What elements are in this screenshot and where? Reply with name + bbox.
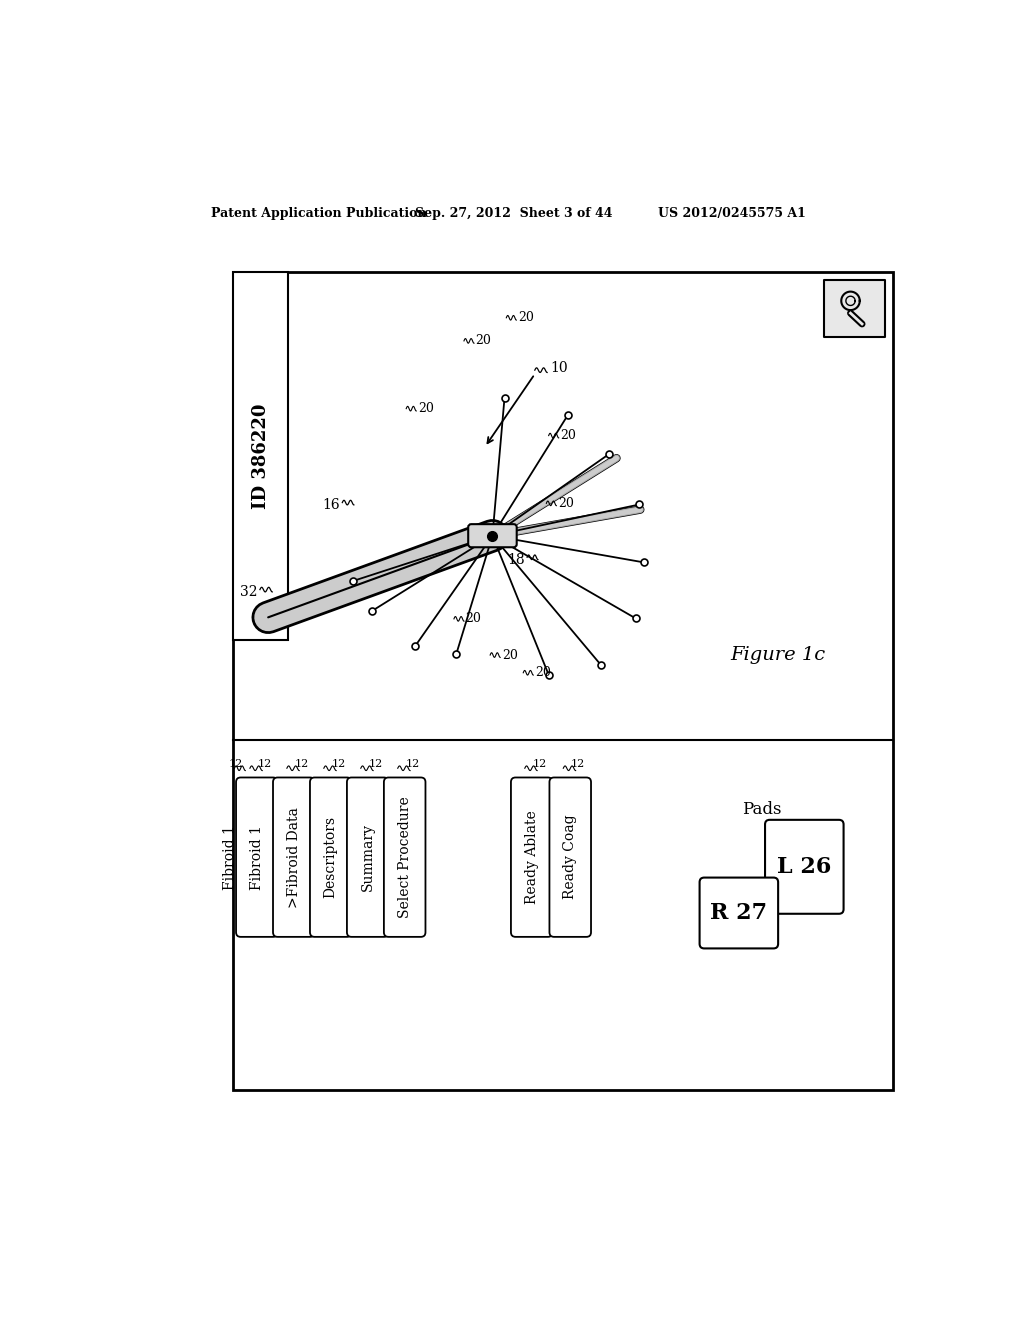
FancyBboxPatch shape [765, 820, 844, 913]
Text: 12: 12 [332, 759, 345, 770]
Text: 12: 12 [570, 759, 585, 770]
Text: Summary: Summary [360, 824, 375, 891]
FancyBboxPatch shape [384, 777, 425, 937]
Text: L 26: L 26 [777, 855, 831, 878]
Text: 20: 20 [475, 334, 492, 347]
Text: Ready Ablate: Ready Ablate [524, 810, 539, 904]
Text: 20: 20 [466, 612, 481, 626]
Text: Select Procedure: Select Procedure [397, 796, 412, 917]
FancyBboxPatch shape [273, 777, 314, 937]
FancyBboxPatch shape [699, 878, 778, 949]
FancyBboxPatch shape [347, 777, 388, 937]
Text: Ready Coag: Ready Coag [563, 814, 578, 899]
Text: ID 386220: ID 386220 [252, 403, 269, 508]
Polygon shape [846, 296, 855, 305]
Text: 20: 20 [502, 648, 517, 661]
Text: 20: 20 [558, 496, 573, 510]
Text: Figure 1c: Figure 1c [730, 645, 825, 664]
Text: Fibroid 1: Fibroid 1 [223, 825, 237, 890]
Text: 12: 12 [229, 759, 243, 770]
Bar [823, 280, 885, 337]
Text: R 27: R 27 [711, 902, 767, 924]
Text: US 2012/0245575 A1: US 2012/0245575 A1 [658, 207, 806, 220]
Text: Descriptors: Descriptors [324, 816, 338, 898]
Text: 20: 20 [518, 312, 534, 325]
Text: >Fibroid Data: >Fibroid Data [287, 807, 301, 908]
Text: 16: 16 [323, 498, 340, 512]
FancyBboxPatch shape [468, 524, 517, 548]
Text: 12: 12 [369, 759, 383, 770]
Bar [233, 272, 289, 640]
Text: Sep. 27, 2012  Sheet 3 of 44: Sep. 27, 2012 Sheet 3 of 44 [416, 207, 613, 220]
Text: 20: 20 [535, 667, 551, 680]
Text: 18: 18 [507, 553, 524, 566]
Text: 20: 20 [560, 429, 577, 442]
Text: 32: 32 [240, 585, 258, 599]
Text: Patent Application Publication: Patent Application Publication [211, 207, 427, 220]
Text: 12: 12 [294, 759, 308, 770]
FancyBboxPatch shape [237, 777, 278, 937]
Text: 20: 20 [418, 403, 433, 416]
Text: 12: 12 [532, 759, 547, 770]
Text: 12: 12 [257, 759, 271, 770]
Text: 10: 10 [550, 360, 568, 375]
Text: 12: 12 [406, 759, 420, 770]
FancyBboxPatch shape [310, 777, 351, 937]
Text: Pads: Pads [742, 801, 781, 818]
FancyBboxPatch shape [511, 777, 553, 937]
Text: Fibroid 1: Fibroid 1 [250, 825, 264, 890]
FancyBboxPatch shape [550, 777, 591, 937]
Bar [233, 272, 893, 1090]
